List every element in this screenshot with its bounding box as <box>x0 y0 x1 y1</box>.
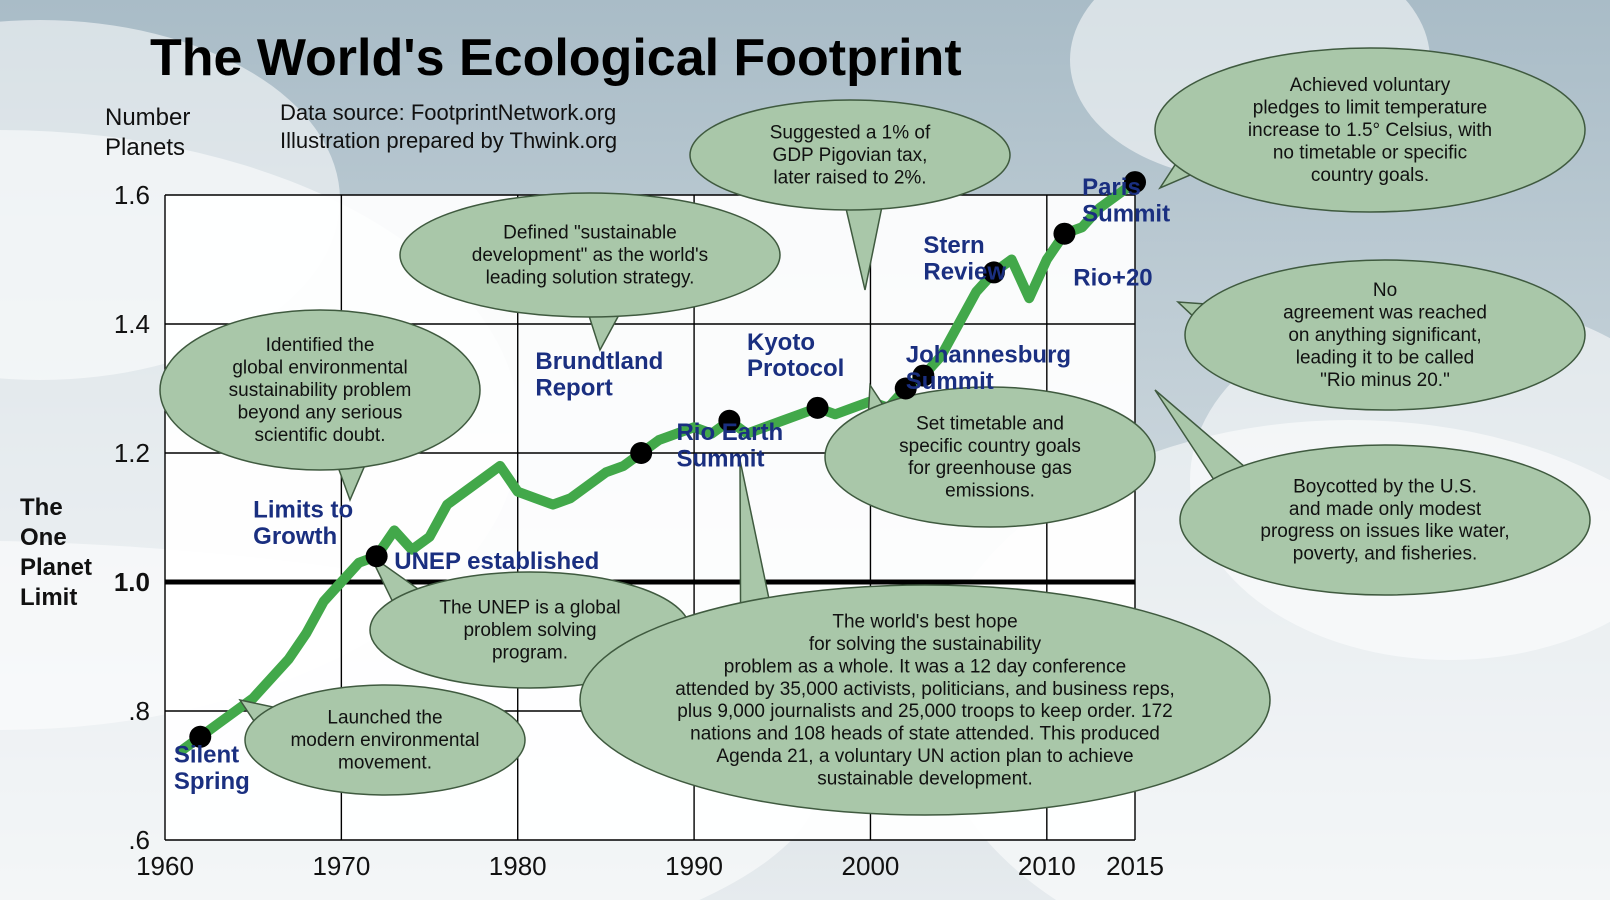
event-label: Silent <box>174 742 239 769</box>
speech-bubble-text: increase to 1.5° Celsius, with <box>1248 120 1492 141</box>
speech-bubble <box>1180 445 1590 595</box>
speech-bubble-text: global environmental <box>232 358 407 379</box>
y-axis-label: Planets <box>105 134 185 161</box>
speech-bubble-text: movement. <box>338 752 432 773</box>
y-tick-label: 1.6 <box>114 180 150 210</box>
speech-bubble-text: and made only modest <box>1289 499 1482 520</box>
illustration-credit: Illustration prepared by Thwink.org <box>280 128 617 153</box>
event-label: Kyoto <box>747 329 815 356</box>
event-label: Review <box>923 258 1006 285</box>
speech-bubble-text: GDP Pigovian tax, <box>773 145 928 166</box>
event-label: Paris <box>1082 174 1141 201</box>
speech-bubble-text: agreement was reached <box>1283 303 1487 324</box>
speech-bubble-text: leading solution strategy. <box>486 267 695 288</box>
speech-bubble-text: sustainability problem <box>229 380 412 401</box>
one-planet-limit-label: One <box>20 524 67 551</box>
speech-bubble-text: for greenhouse gas <box>908 458 1072 479</box>
event-label: Report <box>535 375 612 402</box>
speech-bubble-text: program. <box>492 642 568 663</box>
speech-bubble-text: No <box>1373 280 1397 301</box>
speech-bubble-text: The world's best hope <box>832 612 1017 633</box>
speech-bubble-text: Identified the <box>266 335 375 356</box>
speech-bubble-text: country goals. <box>1311 165 1429 186</box>
event-label: UNEP established <box>394 548 599 575</box>
speech-bubble-text: no timetable or specific <box>1273 142 1467 163</box>
y-tick-label: 1.4 <box>114 309 150 339</box>
speech-bubble-text: progress on issues like water, <box>1260 521 1509 542</box>
plot-panel <box>165 195 341 324</box>
speech-bubble-text: development" as the world's <box>472 245 708 266</box>
speech-bubble <box>825 387 1155 527</box>
speech-bubble-text: sustainable development. <box>817 768 1032 789</box>
speech-bubble-text: beyond any serious <box>238 402 403 423</box>
speech-bubble-text: Boycotted by the U.S. <box>1293 476 1477 497</box>
event-marker <box>807 397 829 419</box>
x-tick-label: 1990 <box>665 851 723 881</box>
event-label: Growth <box>253 523 337 550</box>
one-planet-limit-label: Limit <box>20 584 77 611</box>
speech-bubble-text: Suggested a 1% of <box>770 123 931 144</box>
x-tick-label: 1970 <box>312 851 370 881</box>
event-marker <box>630 442 652 464</box>
x-tick-label: 1960 <box>136 851 194 881</box>
speech-bubble-text: for solving the sustainability <box>809 634 1042 655</box>
event-label: Rio+20 <box>1073 264 1152 291</box>
speech-bubble-text: attended by 35,000 activists, politician… <box>675 679 1175 700</box>
y-tick-label: .6 <box>128 825 150 855</box>
one-planet-limit-label: The <box>20 494 63 521</box>
x-tick-label: 2015 <box>1106 851 1164 881</box>
y-tick-label: 1.2 <box>114 438 150 468</box>
speech-bubble-text: poverty, and fisheries. <box>1293 544 1477 565</box>
event-label: Brundtland <box>535 348 663 375</box>
chart-title: The World's Ecological Footprint <box>150 29 962 87</box>
x-tick-label: 2000 <box>842 851 900 881</box>
speech-bubble-text: specific country goals <box>899 436 1081 457</box>
speech-bubble-text: Achieved voluntary <box>1290 75 1451 96</box>
speech-bubble-text: plus 9,000 journalists and 25,000 troops… <box>677 701 1172 722</box>
speech-bubble-text: The UNEP is a global <box>439 598 620 619</box>
speech-bubble-text: "Rio minus 20." <box>1320 370 1450 391</box>
speech-bubble-text: problem solving <box>463 620 596 641</box>
y-axis-label: Number <box>105 104 190 131</box>
speech-bubble-text: nations and 108 heads of state attended.… <box>690 724 1160 745</box>
infographic-root: The World's Ecological Footprint Data sou… <box>0 0 1610 900</box>
speech-bubble-text: later raised to 2%. <box>773 167 926 188</box>
event-label: Limits to <box>253 497 353 524</box>
speech-bubble-text: problem as a whole. It was a 12 day conf… <box>724 656 1126 677</box>
speech-bubble-text: Launched the <box>327 708 442 729</box>
event-label: Summit <box>1082 200 1170 227</box>
event-label: Johannesburg <box>906 342 1071 369</box>
speech-bubble-text: leading it to be called <box>1296 347 1475 368</box>
data-source: Data source: FootprintNetwork.org <box>280 100 616 125</box>
speech-bubble-text: pledges to limit temperature <box>1253 98 1487 119</box>
speech-bubble-text: modern environmental <box>290 730 479 751</box>
event-marker <box>366 545 388 567</box>
event-label: Stern <box>923 232 984 259</box>
speech-bubble-text: Defined "sustainable <box>503 223 677 244</box>
event-label: Summit <box>676 446 764 473</box>
event-label: Rio Earth <box>676 419 783 446</box>
event-label: Protocol <box>747 355 844 382</box>
speech-bubble-text: on anything significant, <box>1288 325 1481 346</box>
speech-bubble-text: scientific doubt. <box>255 425 386 446</box>
x-tick-label: 2010 <box>1018 851 1076 881</box>
speech-bubble-text: Agenda 21, a voluntary UN action plan to… <box>716 746 1133 767</box>
y-tick-label: .8 <box>128 696 150 726</box>
event-label: Spring <box>174 768 250 795</box>
speech-bubble-text: emissions. <box>945 481 1035 502</box>
speech-bubble-text: Set timetable and <box>916 413 1064 434</box>
y-tick-label: 1.0 <box>114 567 150 597</box>
one-planet-limit-label: Planet <box>20 554 92 581</box>
event-marker <box>1053 223 1075 245</box>
chart-svg: The World's Ecological Footprint Data sou… <box>0 0 1610 900</box>
event-label: Summit <box>906 368 994 395</box>
x-tick-label: 1980 <box>489 851 547 881</box>
